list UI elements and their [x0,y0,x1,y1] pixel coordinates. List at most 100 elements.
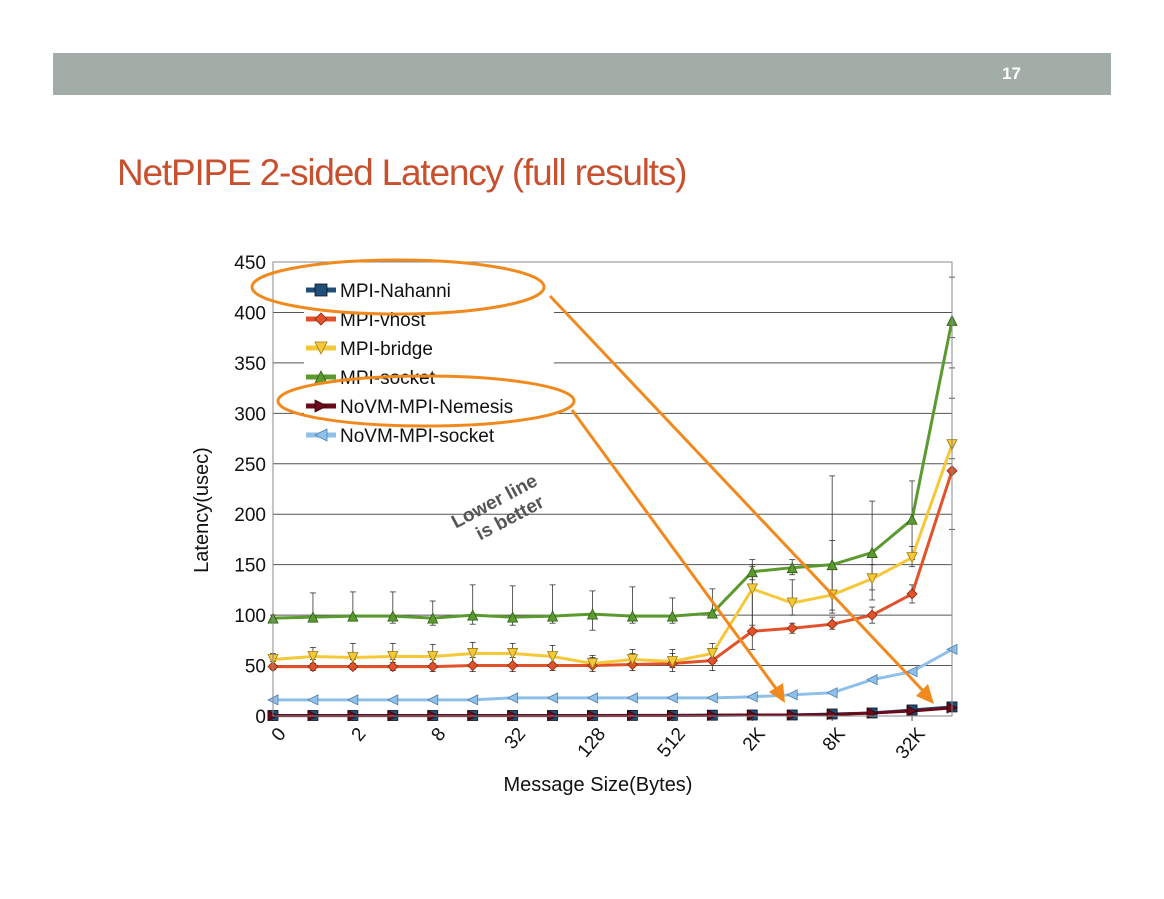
marker-triangle-down [347,652,359,664]
marker-triangle-down [706,648,719,660]
y-tick-label: 150 [234,556,266,577]
marker-triangle-left [746,691,758,703]
marker-triangle-up [506,611,519,623]
x-tick-label: 2 [348,724,371,746]
marker-triangle-up [826,558,838,571]
series-line [272,444,954,666]
marker-triangle-down [427,651,439,663]
marker-triangle-left [466,694,479,706]
marker-triangle-down [626,654,639,666]
series-line [273,706,953,718]
y-tick-label: 100 [234,606,266,627]
marker-triangle-left [386,694,399,706]
highlight-ellipse-nemesis [276,374,576,428]
marker-triangle-left [906,665,918,678]
x-tick-label: 2K [739,724,770,756]
marker-triangle-right [786,709,799,721]
arrowhead-nemesis-icon [769,683,785,703]
series-line [273,648,953,702]
y-tick-label: 0 [255,707,266,728]
marker-diamond [307,660,319,673]
y-tick-label: 400 [234,303,266,324]
slide-number: 17 [1002,64,1021,83]
marker-diamond [906,588,918,600]
marker-triangle-up [626,610,639,622]
series-line [272,320,954,620]
x-axis-ticks: 0 2 8 32 128 512 2K 8K 32K [268,716,930,763]
arrow-nahanni [548,294,930,698]
marker-diamond [826,618,838,630]
marker-triangle-right [746,709,759,721]
marker-triangle-down [546,651,559,663]
x-tick-label: 512 [654,724,690,762]
marker-triangle-left [307,694,319,706]
x-tick-label: 0 [268,724,291,746]
marker-triangle-up [467,609,479,621]
marker-triangle-right [826,708,839,721]
y-tick-label: 450 [234,253,266,274]
legend-label: MPI-bridge [340,339,433,360]
highlight-ellipse-nahanni [250,258,546,316]
marker-diamond [507,659,519,672]
marker-triangle-down [906,552,918,564]
marker-triangle-left [786,689,798,701]
y-axis-ticks: 0 50 100 150 200 250 300 350 400 450 [234,253,266,728]
marker-triangle-up [906,513,918,525]
y-tick-label: 250 [234,455,266,476]
marker-triangle-up [786,561,798,574]
marker-triangle-down [314,341,328,355]
marker-triangle-left [626,692,638,704]
marker-triangle-down [746,583,758,595]
marker-triangle-left [506,692,519,704]
x-tick-label: 8 [428,724,451,746]
marker-triangle-right [627,709,639,722]
marker-triangle-left [666,692,678,704]
marker-triangle-right [906,705,918,717]
marker-triangle-up [307,611,319,623]
marker-triangle-down [586,658,599,670]
arrow-nemesis [570,409,782,695]
marker-triangle-left [706,692,718,704]
x-tick-label: 128 [574,724,610,762]
legend-label: NoVM-MPI-Nemesis [340,397,513,418]
marker-triangle-left [346,694,359,706]
marker-triangle-left [426,694,439,706]
marker-diamond [786,622,798,634]
legend-label: MPI-socket [340,368,436,389]
marker-triangle-left [314,428,328,442]
marker-triangle-right [706,709,719,721]
marker-triangle-up [347,610,359,622]
marker-diamond [314,312,328,326]
arrowhead-nahanni-icon [916,684,934,704]
x-tick-label: 32K [892,724,930,764]
marker-triangle-right [866,707,879,719]
y-tick-label: 350 [234,354,266,375]
marker-triangle-down [506,648,519,660]
marker-triangle-up [866,546,878,558]
marker-triangle-down [866,573,878,585]
marker-triangle-left [866,674,878,686]
series-line [273,470,954,669]
marker-diamond [866,609,878,621]
marker-diamond [427,660,439,673]
marker-triangle-left [546,692,558,704]
y-tick-label: 50 [245,657,266,678]
legend-label: NoVM-MPI-socket [340,426,495,447]
marker-triangle-up [387,610,399,622]
marker-triangle-left [826,687,838,699]
marker-triangle-down [467,648,479,660]
y-tick-label: 300 [234,404,266,425]
x-tick-label: 8K [819,724,850,756]
plot-frame [272,261,953,717]
x-axis-label: Message Size(Bytes) [504,774,693,796]
marker-triangle-down [786,597,798,609]
marker-triangle-right [314,399,328,413]
series-lines [272,320,954,718]
marker-triangle-left [586,692,598,704]
marker-triangle-up [427,612,439,624]
series-markers [267,314,958,722]
x-tick-label: 32 [501,724,531,754]
marker-diamond [547,659,559,672]
title-bar [53,53,1111,95]
